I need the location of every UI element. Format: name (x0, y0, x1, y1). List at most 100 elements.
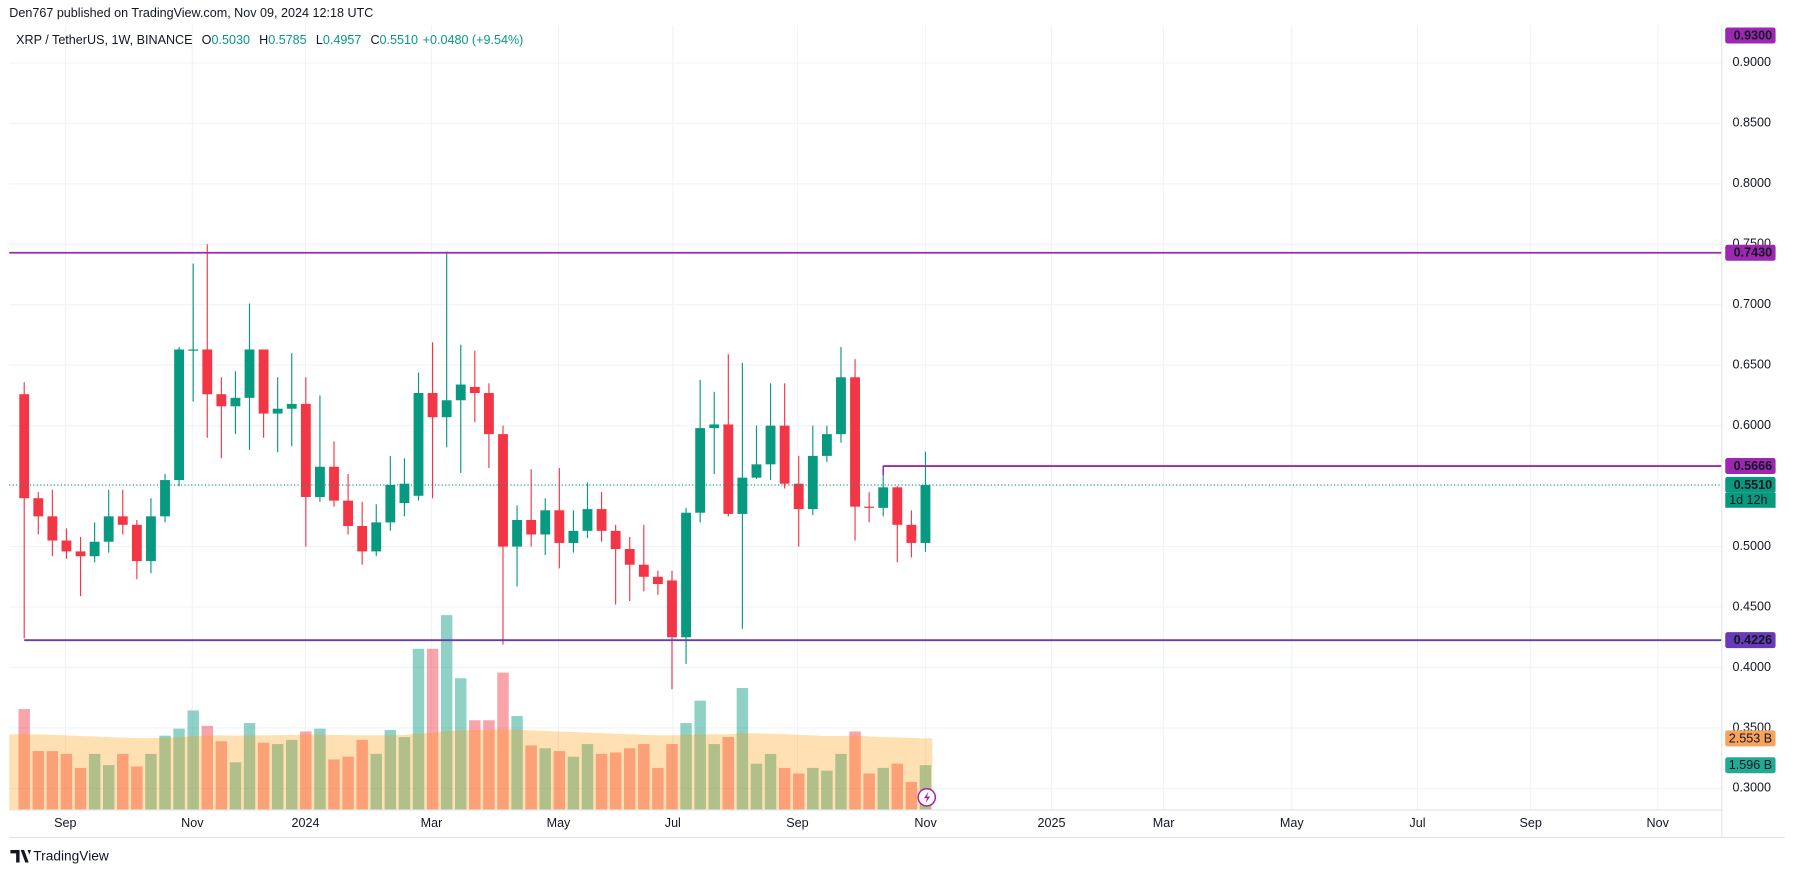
volume-bar (778, 767, 791, 810)
levels (9, 251, 1722, 642)
volume-bar (863, 773, 875, 810)
volume-ma-label: 2.553 B (1729, 731, 1772, 745)
y-tick-label: 0.5000 (1733, 539, 1771, 553)
x-tick-label: Jul (665, 816, 681, 830)
volume-bar (553, 751, 566, 810)
level-label: 0.4226 (1734, 633, 1772, 647)
candle-body (160, 480, 170, 517)
candle-body (286, 403, 297, 409)
candle-body (202, 349, 213, 395)
volume-bar (708, 744, 720, 810)
y-tick-label: 0.3000 (1733, 781, 1771, 795)
volume-bar (469, 720, 481, 810)
legend-key: H (259, 34, 268, 48)
volume-ma-label-bg (1725, 730, 1776, 747)
volume-bar (102, 765, 115, 810)
alert-icon[interactable] (917, 788, 937, 807)
volume-bar (440, 615, 453, 810)
x-tick-label: Sep (54, 816, 76, 830)
candle-body (568, 530, 579, 543)
volume-bar (229, 762, 242, 810)
price-label-bg (1725, 476, 1776, 493)
candle-body (483, 393, 494, 435)
candle-body (244, 349, 255, 398)
volume-bar (412, 648, 425, 810)
volume-bar (624, 748, 636, 810)
volume-bar (243, 723, 256, 810)
volume-pane (9, 615, 933, 810)
level-label-bg (1725, 244, 1776, 261)
volume-bar (131, 766, 143, 810)
candle-body (441, 400, 452, 418)
volume-bar (680, 723, 692, 810)
y-tick-label: 0.4000 (1733, 660, 1771, 674)
volume-bar (145, 753, 157, 810)
volume-bar (300, 731, 312, 810)
candle-body (582, 509, 593, 531)
candle-body (610, 530, 621, 549)
candle-body (146, 516, 156, 562)
candle-body (216, 394, 227, 407)
level-label: 0.7430 (1734, 246, 1772, 260)
volume-bar (314, 728, 326, 810)
candle-body (385, 484, 396, 523)
legend-value: 0.5785 (268, 34, 306, 48)
volume-bar (807, 767, 819, 810)
volume-bar (215, 741, 228, 810)
volume-bar (849, 731, 861, 810)
volume-bar (511, 716, 523, 810)
candle-body (638, 564, 649, 577)
volume-bar (159, 735, 171, 810)
x-tick-label: Nov (1647, 816, 1670, 830)
brand-logo (10, 849, 32, 863)
candle-body (596, 509, 607, 531)
x-tick-label: Mar (1153, 816, 1175, 830)
x-tick-label: Nov (914, 816, 937, 830)
candle-body (695, 428, 706, 513)
candle-body (315, 466, 325, 497)
candle-body (61, 540, 72, 552)
volume-bar (46, 751, 59, 810)
candle-body (455, 384, 466, 401)
candle-body (526, 519, 537, 535)
volume-bar (609, 752, 622, 810)
candles (19, 244, 931, 690)
volume-bar (60, 753, 73, 810)
candle-body (737, 477, 748, 514)
candle-body (174, 349, 185, 481)
x-tick-label: Jul (1409, 816, 1425, 830)
volume-bar (173, 728, 185, 810)
volume-bar (370, 753, 382, 810)
volume-bar (18, 709, 30, 810)
volume-label: 1.596 B (1729, 758, 1772, 772)
y-tick-label: 0.9000 (1733, 55, 1771, 69)
candle-body (131, 524, 142, 562)
legend-key: L (316, 34, 323, 48)
volume-bar (328, 759, 340, 810)
y-tick-label: 0.7000 (1733, 297, 1771, 311)
candle-body (427, 393, 438, 418)
candle-body (19, 394, 30, 499)
candle-body (667, 580, 677, 638)
candle-body (47, 516, 58, 541)
volume-bar (342, 756, 354, 810)
volume-bar (821, 770, 833, 810)
volume-bar (793, 773, 805, 810)
brand[interactable]: TradingView (10, 848, 109, 863)
published-note: Den767 published on TradingView.com, Nov… (9, 6, 373, 20)
volume-bar (88, 753, 101, 810)
candle-body (343, 500, 354, 527)
volume-bar (919, 765, 932, 810)
volume-bar (455, 678, 467, 810)
legend-value: 0.5510 (380, 34, 418, 48)
candle-body (878, 487, 889, 508)
candle-body (751, 464, 762, 478)
volume-ma-area (9, 729, 933, 810)
x-tick-label: 2025 (1038, 816, 1066, 830)
volume-bar (187, 710, 199, 810)
alert-bolt (923, 791, 931, 804)
candle-body (512, 519, 522, 547)
